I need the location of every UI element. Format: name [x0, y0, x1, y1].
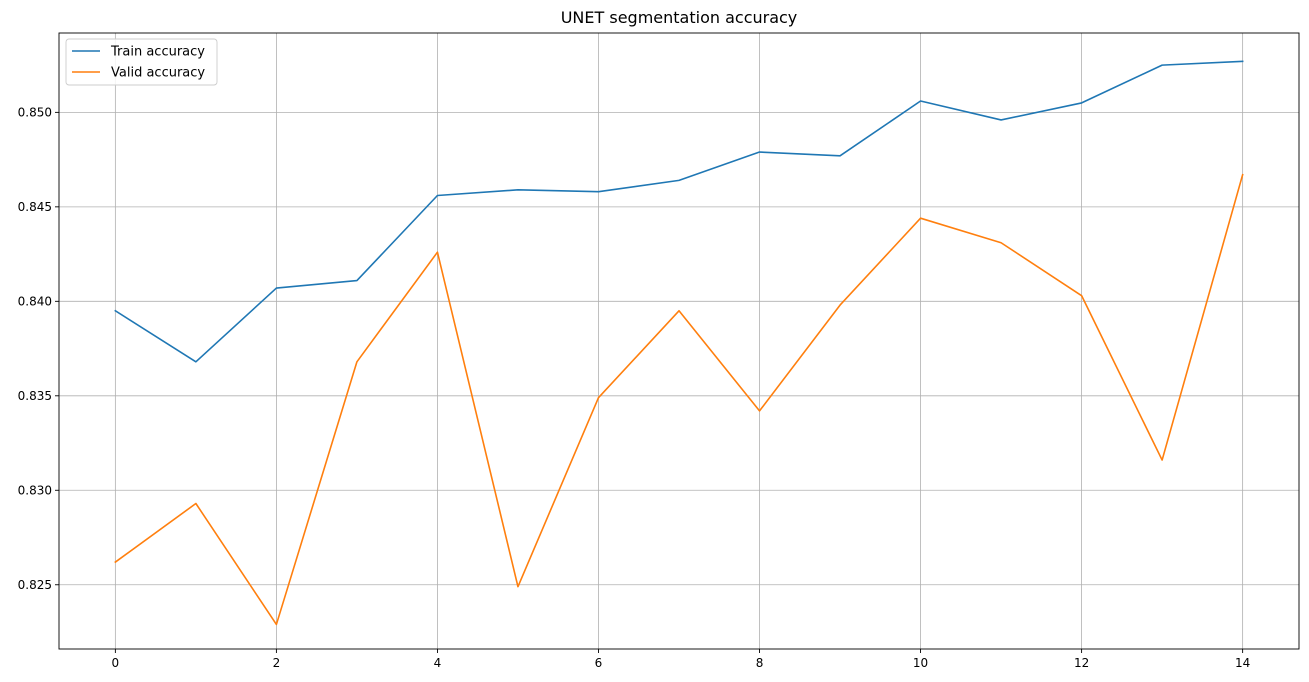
- plot-frame: [58, 32, 1300, 650]
- x-tick-label: 8: [756, 656, 764, 670]
- y-tick-label: 0.845: [18, 200, 52, 214]
- y-tick-label: 0.840: [18, 294, 52, 308]
- x-tick-label: 0: [112, 656, 120, 670]
- y-tick-label: 0.825: [18, 578, 52, 592]
- y-tick-label: 0.850: [18, 105, 52, 119]
- x-tick-label: 6: [595, 656, 603, 670]
- x-tick-label: 12: [1074, 656, 1089, 670]
- y-tick-label: 0.830: [18, 483, 52, 497]
- axes: 0 2 4 6 8 10 12 14 0.825 0.830 0.835 0.840 0.845 0.85…: [18, 32, 1300, 670]
- x-tick-label: 10: [913, 656, 928, 670]
- y-tick-label: 0.835: [18, 389, 52, 403]
- chart-title: UNET segmentation accuracy: [561, 8, 798, 27]
- x-tick-label: 2: [273, 656, 281, 670]
- legend-label: Valid accuracy: [111, 66, 205, 81]
- legend-label: Train accuracy: [110, 45, 205, 60]
- x-tick-label: 14: [1235, 656, 1250, 670]
- legend-box: [65, 38, 218, 86]
- series-line-1: [114, 173, 1244, 626]
- x-tick-label: 4: [434, 656, 442, 670]
- series-lines: [114, 60, 1244, 626]
- grid-lines: [59, 33, 1299, 649]
- series-line-0: [114, 60, 1244, 363]
- legend: Train accuracy Valid accuracy: [65, 38, 218, 86]
